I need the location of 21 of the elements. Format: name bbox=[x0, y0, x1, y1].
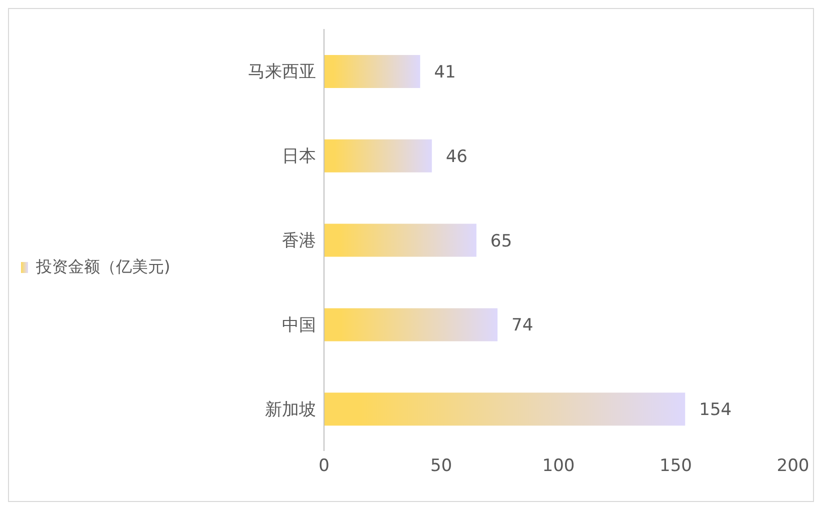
data-label: 41 bbox=[434, 62, 456, 83]
x-tick-label: 100 bbox=[542, 456, 575, 476]
data-label: 46 bbox=[446, 146, 468, 167]
y-tick-label: 香港 bbox=[282, 231, 316, 252]
x-tick-label: 200 bbox=[776, 456, 810, 476]
bar bbox=[324, 392, 686, 426]
x-tick-label: 50 bbox=[430, 456, 452, 476]
x-tick-label: 150 bbox=[660, 456, 692, 476]
bar bbox=[324, 55, 420, 88]
legend-label: 投资金额（亿美元) bbox=[35, 257, 170, 278]
data-label: 154 bbox=[699, 400, 732, 420]
y-tick-label: 马来西亚 bbox=[248, 62, 316, 82]
bar bbox=[324, 139, 432, 172]
x-tick-label: 0 bbox=[318, 456, 330, 476]
y-tick-label: 新加坡 bbox=[265, 400, 316, 420]
data-label: 65 bbox=[490, 231, 512, 252]
bar bbox=[324, 224, 476, 257]
y-tick-label: 中国 bbox=[282, 315, 316, 336]
data-label: 74 bbox=[512, 316, 534, 336]
y-tick-label: 日本 bbox=[282, 146, 316, 167]
bar bbox=[324, 308, 498, 342]
